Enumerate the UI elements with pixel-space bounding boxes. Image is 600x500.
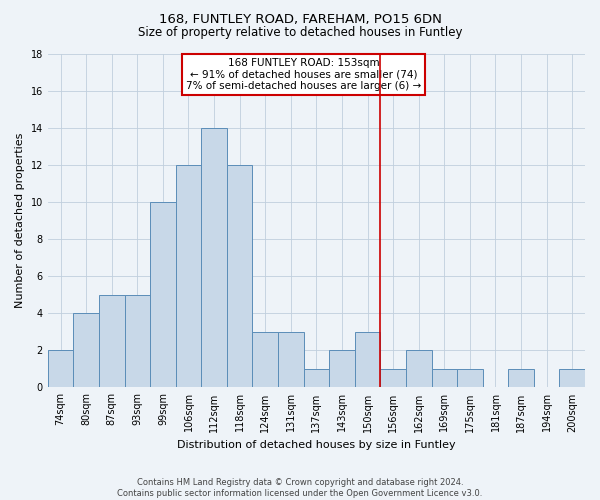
Bar	[508, 369, 534, 388]
Text: Contains HM Land Registry data © Crown copyright and database right 2024.
Contai: Contains HM Land Registry data © Crown c…	[118, 478, 482, 498]
Text: 168, FUNTLEY ROAD, FAREHAM, PO15 6DN: 168, FUNTLEY ROAD, FAREHAM, PO15 6DN	[158, 12, 442, 26]
Text: 168 FUNTLEY ROAD: 153sqm
← 91% of detached houses are smaller (74)
7% of semi-de: 168 FUNTLEY ROAD: 153sqm ← 91% of detach…	[186, 58, 421, 91]
X-axis label: Distribution of detached houses by size in Funtley: Distribution of detached houses by size …	[177, 440, 456, 450]
Bar	[125, 295, 150, 388]
Bar	[73, 314, 99, 388]
Bar	[176, 165, 201, 388]
Bar	[150, 202, 176, 388]
Bar	[406, 350, 431, 388]
Text: Size of property relative to detached houses in Funtley: Size of property relative to detached ho…	[138, 26, 462, 39]
Bar	[457, 369, 482, 388]
Bar	[304, 369, 329, 388]
Bar	[253, 332, 278, 388]
Bar	[278, 332, 304, 388]
Bar	[329, 350, 355, 388]
Bar	[380, 369, 406, 388]
Bar	[355, 332, 380, 388]
Bar	[227, 165, 253, 388]
Bar	[559, 369, 585, 388]
Y-axis label: Number of detached properties: Number of detached properties	[15, 133, 25, 308]
Bar	[431, 369, 457, 388]
Bar	[99, 295, 125, 388]
Bar	[48, 350, 73, 388]
Bar	[201, 128, 227, 388]
